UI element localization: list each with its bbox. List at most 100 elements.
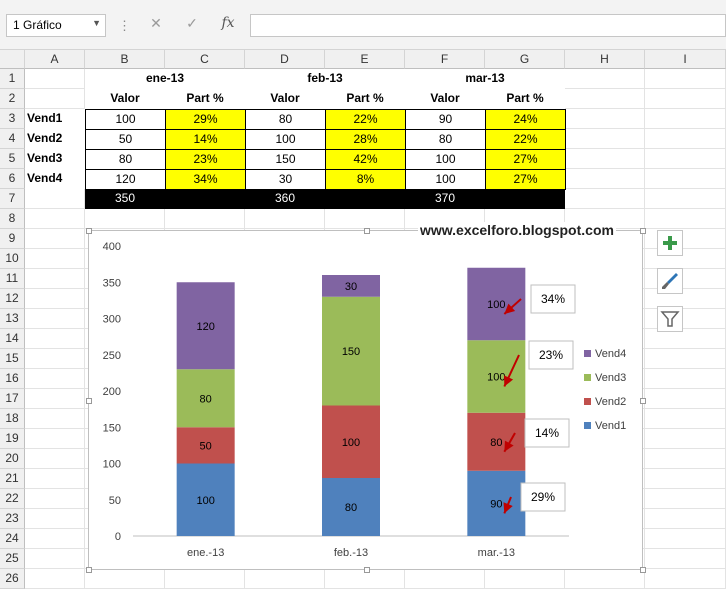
share-cell[interactable]: 14%: [165, 129, 246, 150]
share-cell[interactable]: 23%: [165, 149, 246, 170]
row-header-18[interactable]: 18: [0, 409, 25, 429]
row-header-13[interactable]: 13: [0, 309, 25, 329]
formula-input[interactable]: [250, 14, 726, 37]
legend-entry-vend1[interactable]: Vend1: [595, 420, 626, 432]
row-header-14[interactable]: 14: [0, 329, 25, 349]
total-cell[interactable]: 370: [405, 189, 485, 209]
share-cell[interactable]: 34%: [165, 169, 246, 190]
total-cell[interactable]: 350: [85, 189, 165, 209]
callout-box[interactable]: [520, 482, 566, 512]
bar-vend3-2[interactable]: [322, 296, 380, 406]
value-cell[interactable]: 50: [85, 129, 166, 150]
value-cell[interactable]: 100: [405, 169, 486, 190]
chevron-down-icon[interactable]: ▼: [92, 18, 101, 28]
row-header-12[interactable]: 12: [0, 289, 25, 309]
bar-vend1-2[interactable]: [322, 478, 380, 536]
bar-vend2-3[interactable]: [467, 412, 526, 471]
column-header-h[interactable]: H: [565, 50, 645, 69]
row-header-1[interactable]: 1: [0, 69, 25, 89]
row-header-2[interactable]: 2: [0, 89, 25, 109]
chart-elements-button[interactable]: [657, 230, 683, 256]
resize-handle[interactable]: [640, 228, 646, 234]
row-header-16[interactable]: 16: [0, 369, 25, 389]
bar-vend1-1[interactable]: [176, 463, 235, 537]
row-header-20[interactable]: 20: [0, 449, 25, 469]
column-header-i[interactable]: I: [645, 50, 726, 69]
value-cell[interactable]: 80: [245, 109, 326, 130]
value-cell[interactable]: 100: [245, 129, 326, 150]
share-cell[interactable]: 24%: [485, 109, 566, 130]
insert-function-button[interactable]: fx: [221, 15, 235, 31]
column-header-e[interactable]: E: [325, 50, 405, 69]
value-cell[interactable]: 80: [405, 129, 486, 150]
value-cell[interactable]: 80: [85, 149, 166, 170]
share-cell[interactable]: 27%: [485, 169, 566, 190]
callout-box[interactable]: [528, 340, 574, 370]
row-header-8[interactable]: 8: [0, 209, 25, 229]
row-header-11[interactable]: 11: [0, 269, 25, 289]
value-cell[interactable]: 100: [85, 109, 166, 130]
bar-vend3-3[interactable]: [467, 340, 526, 413]
row-header-9[interactable]: 9: [0, 229, 25, 249]
column-header-a[interactable]: A: [25, 50, 85, 69]
value-cell[interactable]: 120: [85, 169, 166, 190]
resize-handle[interactable]: [363, 567, 370, 573]
row-header-6[interactable]: 6: [0, 169, 25, 189]
callout-box[interactable]: [524, 418, 570, 448]
resize-handle[interactable]: [86, 228, 92, 234]
share-cell[interactable]: 22%: [485, 129, 566, 150]
stacked-column-chart[interactable]: 0 50 100 150 200 250 300 350 400 100 50 80 120 ene.-1…: [86, 228, 646, 573]
column-header-g[interactable]: G: [485, 50, 565, 69]
share-cell[interactable]: 22%: [325, 109, 406, 130]
select-all-corner[interactable]: [0, 50, 25, 69]
share-cell[interactable]: 28%: [325, 129, 406, 150]
row-header-19[interactable]: 19: [0, 429, 25, 449]
value-cell[interactable]: 30: [245, 169, 326, 190]
row-header-25[interactable]: 25: [0, 549, 25, 569]
row-header-21[interactable]: 21: [0, 469, 25, 489]
value-cell[interactable]: 150: [245, 149, 326, 170]
row-header-10[interactable]: 10: [0, 249, 25, 269]
resize-handle[interactable]: [640, 567, 646, 573]
name-box[interactable]: 1 Gráfico ▼: [6, 14, 106, 37]
row-header-22[interactable]: 22: [0, 489, 25, 509]
resize-handle[interactable]: [363, 228, 370, 234]
share-cell[interactable]: 42%: [325, 149, 406, 170]
callout-box[interactable]: [530, 284, 576, 314]
value-cell[interactable]: 100: [405, 149, 486, 170]
column-header-d[interactable]: D: [245, 50, 325, 69]
column-header-c[interactable]: C: [165, 50, 245, 69]
legend-entry-vend2[interactable]: Vend2: [595, 396, 626, 408]
bar-vend1-3[interactable]: [467, 470, 526, 536]
legend-entry-vend4[interactable]: Vend4: [595, 348, 626, 360]
resize-handle[interactable]: [86, 567, 92, 573]
row-header-17[interactable]: 17: [0, 389, 25, 409]
total-cell[interactable]: 360: [245, 189, 325, 209]
bar-vend4-2[interactable]: [322, 275, 380, 297]
resize-handle[interactable]: [640, 398, 646, 404]
bar-vend3-1[interactable]: [176, 369, 235, 428]
bar-vend4-1[interactable]: [176, 282, 235, 370]
row-header-26[interactable]: 26: [0, 569, 25, 589]
chart-filters-button[interactable]: [657, 306, 683, 332]
chart-styles-button[interactable]: [657, 268, 683, 294]
value-cell[interactable]: 90: [405, 109, 486, 130]
share-cell[interactable]: 8%: [325, 169, 406, 190]
legend-entry-vend3[interactable]: Vend3: [595, 372, 626, 384]
row-header-24[interactable]: 24: [0, 529, 25, 549]
enter-icon[interactable]: ✓: [186, 15, 198, 31]
cancel-icon[interactable]: ✕: [150, 15, 162, 31]
bar-vend2-2[interactable]: [322, 405, 380, 479]
row-header-7[interactable]: 7: [0, 189, 25, 209]
row-header-15[interactable]: 15: [0, 349, 25, 369]
column-header-b[interactable]: B: [85, 50, 165, 69]
row-header-23[interactable]: 23: [0, 509, 25, 529]
share-cell[interactable]: 27%: [485, 149, 566, 170]
row-header-3[interactable]: 3: [0, 109, 25, 129]
resize-handle[interactable]: [86, 398, 92, 404]
column-header-f[interactable]: F: [405, 50, 485, 69]
row-header-4[interactable]: 4: [0, 129, 25, 149]
bar-vend2-1[interactable]: [176, 427, 235, 464]
row-header-5[interactable]: 5: [0, 149, 25, 169]
share-cell[interactable]: 29%: [165, 109, 246, 130]
